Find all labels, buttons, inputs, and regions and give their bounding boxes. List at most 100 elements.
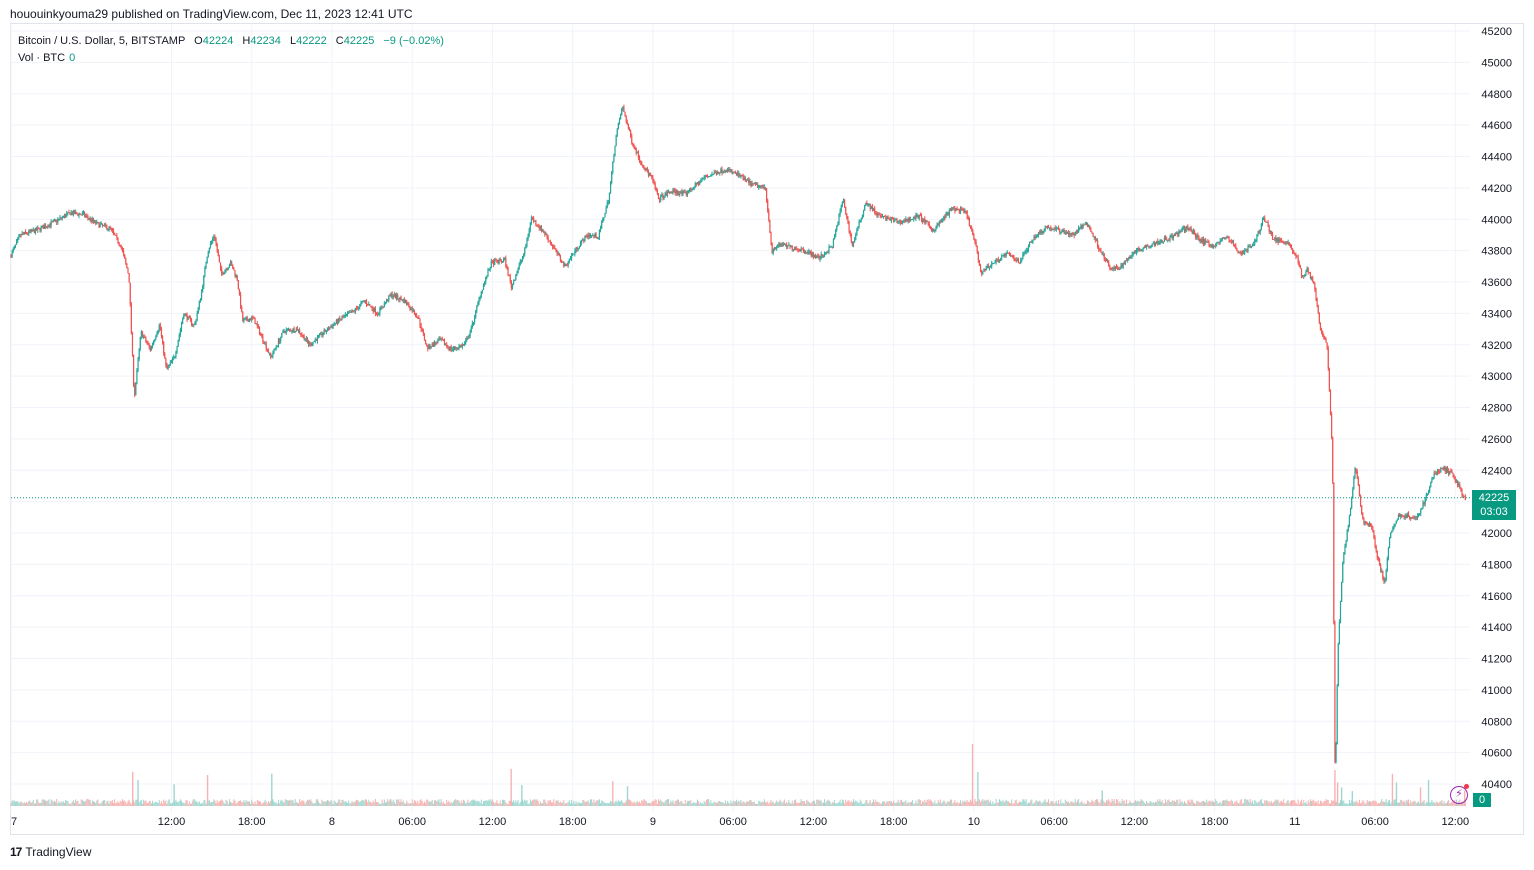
candle-body [149, 346, 151, 351]
candle-body [213, 237, 215, 239]
candle-body [178, 334, 180, 341]
candle-body [135, 382, 137, 395]
volume-bar [864, 803, 866, 806]
volume-bar [1390, 803, 1392, 806]
volume-bar [841, 799, 843, 806]
candle-body [44, 225, 47, 228]
volume-bar [1313, 799, 1315, 806]
volume-bar [465, 803, 467, 806]
volume-bar [883, 801, 885, 806]
candle-body [66, 213, 68, 215]
volume-bar [627, 799, 629, 806]
volume-bar [114, 799, 116, 806]
volume-bar [623, 803, 625, 806]
lightning-icon[interactable]: ⚡ [1450, 786, 1468, 804]
candle-body [102, 225, 105, 227]
candle-body [605, 207, 607, 214]
volume-bar [217, 802, 219, 806]
candle-body [1337, 643, 1339, 687]
candle-body [953, 207, 955, 209]
volume-bar [689, 801, 691, 806]
candle-body [509, 276, 511, 282]
candle-body [256, 323, 258, 327]
candle-body [510, 281, 512, 289]
volume-bar [1367, 801, 1369, 806]
volume-bar [380, 803, 382, 806]
candle-body [437, 340, 439, 344]
price-axis-label: 40600 [1481, 748, 1512, 760]
volume-bar [544, 799, 546, 806]
candle-body [1273, 239, 1275, 241]
volume-bar [1275, 799, 1277, 806]
volume-bar [640, 802, 642, 806]
candle-body [317, 335, 320, 337]
volume-bar [632, 802, 634, 806]
volume-bar [1027, 802, 1029, 806]
volume-bar [176, 801, 178, 806]
volume-bar [1223, 800, 1224, 806]
volume-bar [1185, 802, 1187, 806]
volume-bar [467, 799, 469, 806]
volume-bar [193, 799, 195, 806]
volume-bar [573, 800, 575, 806]
candle-body [924, 218, 926, 224]
candle-body [563, 261, 565, 267]
volume-bar [809, 802, 811, 806]
candle-body [781, 244, 783, 247]
volume-bar [464, 800, 466, 806]
volume-bar [934, 800, 936, 806]
candle-body [899, 221, 901, 223]
candle-body [190, 319, 193, 325]
candle-body [1190, 228, 1192, 232]
candle-body [633, 145, 635, 148]
volume-bar [721, 802, 723, 806]
candle-body [946, 212, 948, 215]
volume-bar [347, 802, 349, 806]
tradingview-brand[interactable]: 17 TradingView [10, 845, 91, 859]
candle-body [988, 266, 991, 268]
candle-body [1240, 252, 1242, 254]
volume-bar [1113, 799, 1115, 806]
candle-body [490, 260, 492, 268]
candle-body [861, 214, 864, 218]
volume-bar [1155, 801, 1157, 806]
volume-bar [1032, 803, 1034, 806]
volume-bar [884, 801, 886, 806]
volume-bar [104, 800, 106, 806]
volume-bar [1319, 800, 1321, 806]
volume-bar [1124, 803, 1126, 806]
candle-body [967, 217, 969, 219]
volume-bar [39, 802, 41, 806]
volume-bar [345, 802, 347, 806]
candle-body [276, 345, 278, 347]
volume-bar [79, 803, 81, 806]
volume-bar [853, 799, 855, 806]
volume-bar [550, 802, 552, 806]
volume-bar [1117, 799, 1119, 806]
volume-bar [987, 799, 989, 806]
candle-body [648, 174, 651, 176]
candle-body [1429, 486, 1431, 492]
volume-bar [898, 802, 900, 806]
volume-bar [212, 801, 214, 806]
candle-body [1320, 329, 1323, 332]
candle-body [637, 152, 640, 158]
candle-body [127, 268, 129, 274]
volume-bar [621, 799, 623, 806]
candle-body [352, 310, 354, 312]
candle-body [1244, 250, 1246, 254]
candle-body [447, 345, 449, 348]
candle-body [116, 235, 118, 238]
candle-body [324, 329, 326, 332]
volume-bar [322, 801, 324, 806]
candle-body [332, 324, 334, 328]
candle-body [1278, 239, 1280, 243]
volume-bar [1081, 800, 1083, 806]
volume-bar [1328, 803, 1330, 806]
candle-body [129, 282, 131, 305]
candle-body [828, 247, 830, 253]
volume-bar [1175, 801, 1177, 806]
candle-body [1181, 228, 1183, 231]
candle-body [882, 216, 885, 218]
